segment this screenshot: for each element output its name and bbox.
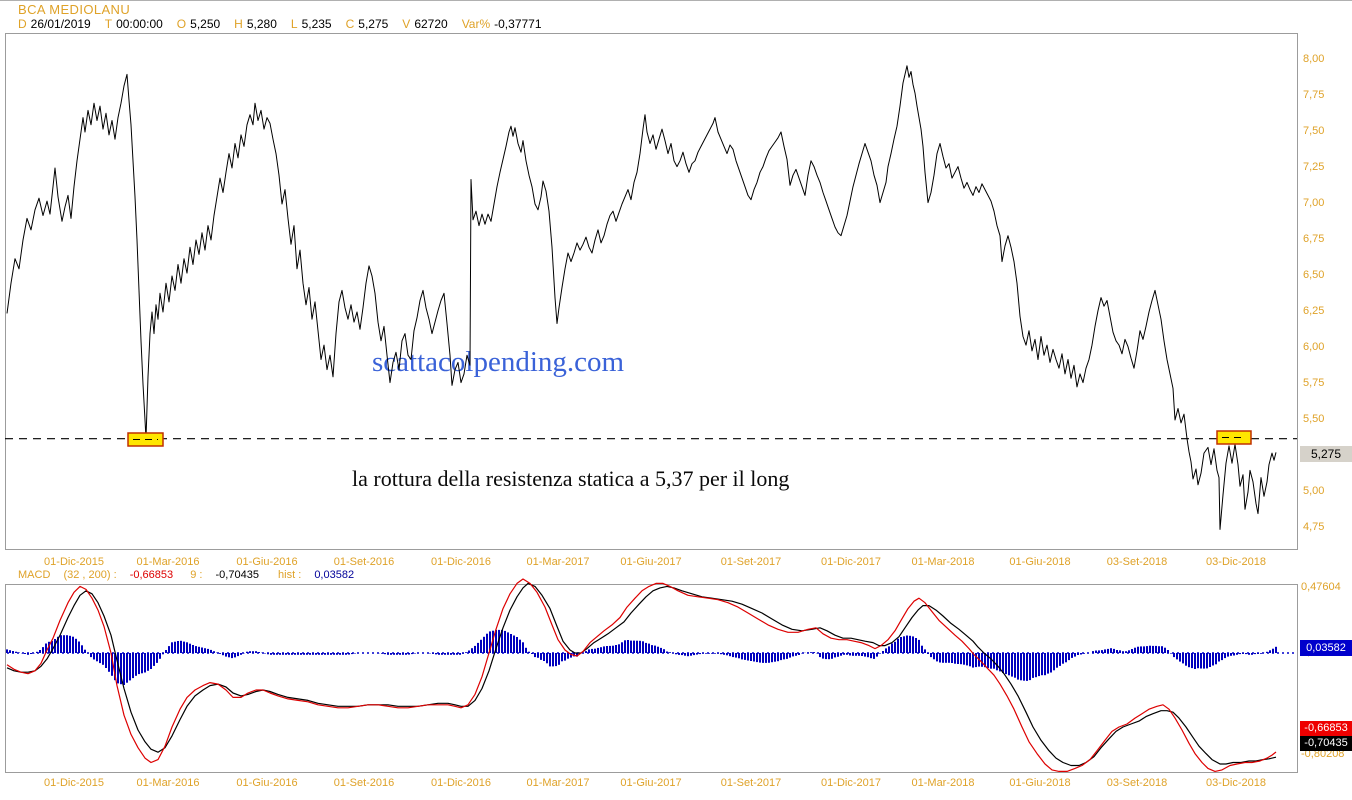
date-tick-label: 01-Set-2017: [720, 556, 782, 568]
date-tick-label: 01-Mar-2017: [526, 777, 590, 789]
price-tick-label: 5,75: [1303, 377, 1325, 389]
price-line: [6, 65, 1277, 530]
macd-axis-max-label: 0,47604: [1301, 581, 1341, 593]
price-tick-label: 7,00: [1303, 197, 1325, 209]
price-tick-label: 7,75: [1303, 89, 1325, 101]
watermark: scattacolpending.com: [372, 346, 625, 378]
hist-value: 0,03582: [314, 569, 355, 581]
symbol-title: BCA MEDIOLANU: [18, 2, 131, 17]
ohlc-field-label: T: [104, 17, 113, 31]
ohlc-field-label: Var%: [461, 17, 491, 31]
ohlc-field-value: 5,250: [190, 17, 221, 31]
date-tick-label: 01-Set-2016: [333, 777, 395, 789]
date-tick-label: 01-Dic-2016: [431, 777, 491, 789]
price-tick-label: 6,25: [1303, 305, 1325, 317]
date-tick-label: 03-Set-2018: [1106, 556, 1168, 568]
macd-name: MACD: [18, 569, 51, 581]
date-tick-label: 03-Set-2018: [1106, 777, 1168, 789]
date-tick-label: 01-Set-2016: [333, 556, 395, 568]
macd-main-line: [6, 578, 1277, 773]
signal-value: -0,70435: [215, 569, 259, 581]
date-tick-label: 01-Mar-2018: [911, 777, 975, 789]
ohlc-field-label: C: [345, 17, 355, 31]
price-tick-label: 6,75: [1303, 233, 1325, 245]
date-tick-label: 01-Dic-2017: [821, 556, 881, 568]
ohlc-field-value: 62720: [414, 17, 448, 31]
signal-value-box: -0,70435: [1300, 736, 1352, 751]
ohlc-field-label: V: [402, 17, 411, 31]
signal-period-label: 9 :: [190, 569, 203, 581]
macd-axis-min-label: -0,80208: [1301, 748, 1345, 760]
macd-value-box: -0,66853: [1300, 721, 1352, 736]
ohlc-field-label: D: [18, 17, 27, 31]
macd-value: -0,66853: [129, 569, 174, 581]
ohlc-header: D 26/01/2019 T 00:00:00 O 5,250 H 5,280 L 5,235 C 5…: [18, 17, 556, 31]
macd-header: MACD (32 , 200) : -0,66853 9 : -0,70435 …: [18, 569, 354, 581]
date-tick-label: 01-Giu-2017: [620, 556, 682, 568]
price-tick-label: 7,50: [1303, 125, 1325, 137]
date-tick-label: 01-Mar-2018: [911, 556, 975, 568]
date-tick-label: 03-Dic-2018: [1206, 777, 1266, 789]
price-tick-label: 8,00: [1303, 53, 1325, 65]
hist-label: hist :: [278, 569, 302, 581]
macd-histogram: [6, 629, 1277, 685]
ohlc-field-value: 26/01/2019: [30, 17, 91, 31]
last-price-box: 5,275: [1300, 446, 1352, 462]
ohlc-field-value: 5,280: [246, 17, 277, 31]
date-tick-label: 01-Mar-2016: [136, 556, 200, 568]
price-tick-label: 4,75: [1303, 521, 1325, 533]
hist-value-box: 0,03582: [1300, 640, 1352, 656]
date-tick-label: 03-Dic-2018: [1206, 556, 1266, 568]
date-tick-label: 01-Giu-2016: [236, 777, 298, 789]
date-tick-label: 01-Mar-2016: [136, 777, 200, 789]
ohlc-field-value: 5,275: [358, 17, 389, 31]
date-tick-label: 01-Dic-2015: [44, 556, 104, 568]
annotation-text: la rottura della resistenza statica a 5,…: [352, 466, 790, 491]
price-tick-label: 5,00: [1303, 485, 1325, 497]
date-tick-label: 01-Set-2017: [720, 777, 782, 789]
date-tick-label: 01-Dic-2015: [44, 777, 104, 789]
ohlc-field-label: H: [234, 17, 243, 31]
macd-signal-line: [6, 582, 1277, 767]
date-tick-label: 01-Mar-2017: [526, 556, 590, 568]
ohlc-field-value: 00:00:00: [116, 17, 163, 31]
price-tick-label: 6,50: [1303, 269, 1325, 281]
date-tick-label: 01-Dic-2017: [821, 777, 881, 789]
macd-params: (32 , 200) :: [63, 569, 117, 581]
date-tick-label: 01-Giu-2016: [236, 556, 298, 568]
macd-panel-frame: [5, 584, 1298, 773]
ohlc-field-label: O: [176, 17, 187, 31]
price-tick-label: 6,00: [1303, 341, 1325, 353]
ohlc-field-value: 5,235: [301, 17, 332, 31]
date-tick-label: 01-Giu-2018: [1009, 556, 1071, 568]
ohlc-field-label: L: [290, 17, 298, 31]
date-tick-label: 01-Giu-2017: [620, 777, 682, 789]
date-tick-label: 01-Dic-2016: [431, 556, 491, 568]
window-top-border: [0, 0, 1352, 1]
price-panel-frame: [5, 33, 1298, 550]
date-tick-label: 01-Giu-2018: [1009, 777, 1071, 789]
ohlc-field-value: -0,37771: [494, 17, 542, 31]
price-tick-label: 7,25: [1303, 161, 1325, 173]
price-tick-label: 5,50: [1303, 413, 1325, 425]
